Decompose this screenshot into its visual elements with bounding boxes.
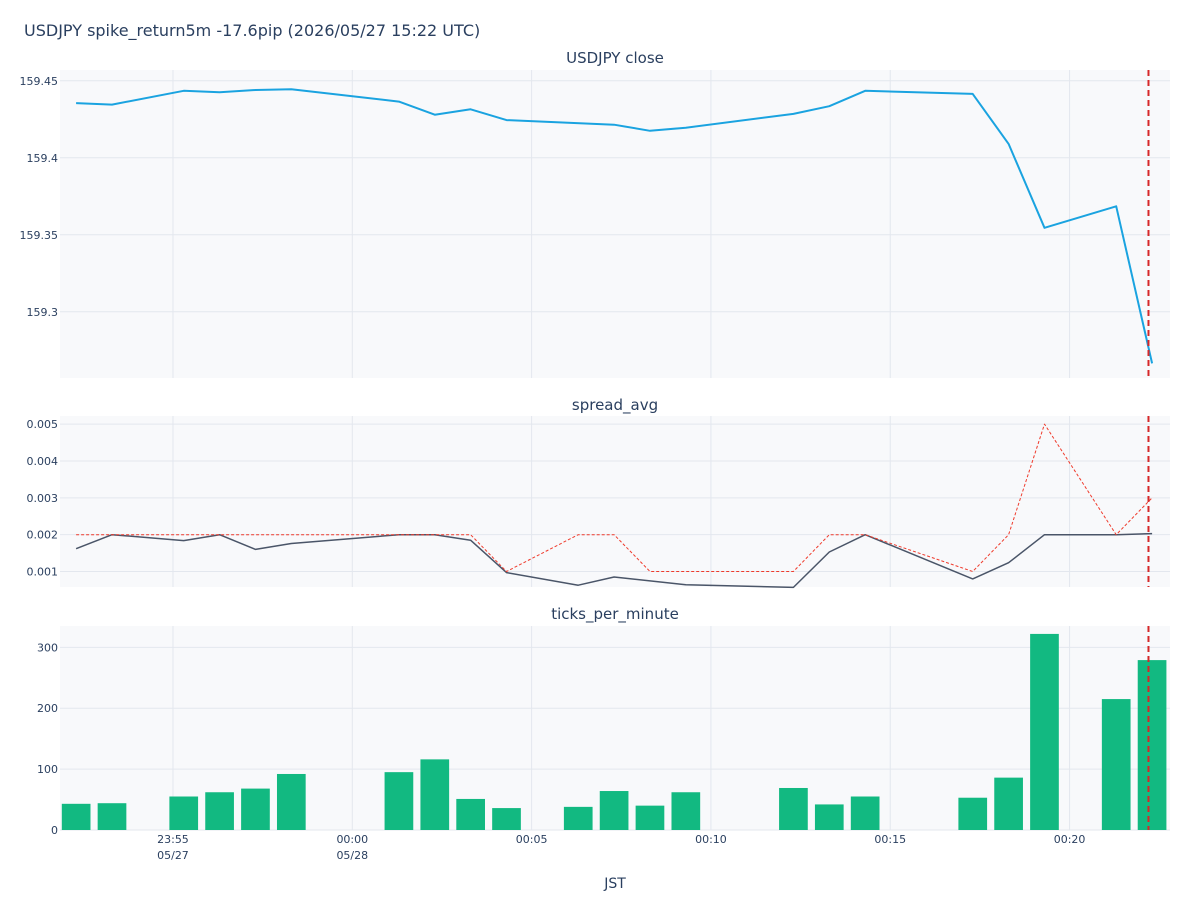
bar [456, 798, 485, 830]
bar [241, 788, 270, 830]
bar [169, 796, 199, 830]
panel-close: 159.3 159.35 159.4 159.45 USDJPY close [20, 49, 1170, 378]
bar [671, 792, 701, 830]
x-tick-label: 00:20 [1054, 833, 1086, 846]
bar [1030, 633, 1059, 830]
y-tick-label: 300 [37, 641, 58, 654]
x-tick-label: 00:00 [336, 833, 368, 846]
bar [1101, 699, 1131, 830]
bar [958, 797, 988, 830]
bar [420, 759, 450, 830]
bar [384, 772, 414, 830]
y-tick-label: 0.005 [27, 418, 59, 431]
panel-title: USDJPY close [566, 49, 664, 67]
bar [635, 805, 665, 830]
y-tick-label: 159.3 [27, 306, 59, 319]
x-tick-label: 00:15 [874, 833, 906, 846]
bar [97, 803, 127, 830]
series-line-2 [76, 423, 1153, 572]
plot-background [60, 416, 1170, 587]
y-tick-label: 159.45 [20, 75, 59, 88]
bar [599, 791, 629, 830]
panel-ticks: 0 100 200 300 ticks_per_minute [37, 605, 1170, 837]
series-line-1 [76, 88, 1154, 364]
y-tick-label: 0.001 [27, 566, 59, 579]
y-tick-label: 100 [37, 763, 58, 776]
bar [814, 804, 844, 830]
x-tick-sublabel: 05/27 [157, 849, 189, 862]
chart-title: USDJPY spike_return5m -17.6pip (2026/05/… [24, 21, 480, 41]
x-tick-label: 00:05 [516, 833, 548, 846]
bar [276, 773, 306, 830]
y-tick-label: 0.002 [27, 529, 59, 542]
bar [563, 806, 593, 830]
bar [779, 787, 808, 830]
bar [492, 808, 521, 830]
x-tick-label: 23:55 [157, 833, 189, 846]
bar [850, 796, 880, 830]
panel-spread: 0.001 0.002 0.003 0.004 0.005 spread_avg [27, 396, 1170, 589]
plot-background [60, 70, 1170, 378]
panel-title: spread_avg [572, 396, 658, 415]
y-tick-label: 159.4 [27, 152, 59, 165]
y-tick-label: 159.35 [20, 229, 59, 242]
panel-title: ticks_per_minute [551, 605, 679, 624]
x-axis-title: JST [603, 876, 626, 892]
bar [61, 803, 91, 830]
y-tick-label: 200 [37, 702, 58, 715]
x-tick-sublabel: 05/28 [336, 849, 368, 862]
x-tick-label: 00:10 [695, 833, 727, 846]
bar [1137, 660, 1167, 830]
y-tick-label: 0 [51, 824, 58, 837]
series-line-1 [75, 532, 1153, 589]
bar [205, 792, 234, 830]
y-tick-label: 0.004 [27, 455, 59, 468]
bar [994, 777, 1023, 830]
y-tick-label: 0.003 [27, 492, 59, 505]
x-axis: 23:55 05/27 00:00 05/28 00:05 00:10 00:15 00:20 [157, 833, 1085, 862]
